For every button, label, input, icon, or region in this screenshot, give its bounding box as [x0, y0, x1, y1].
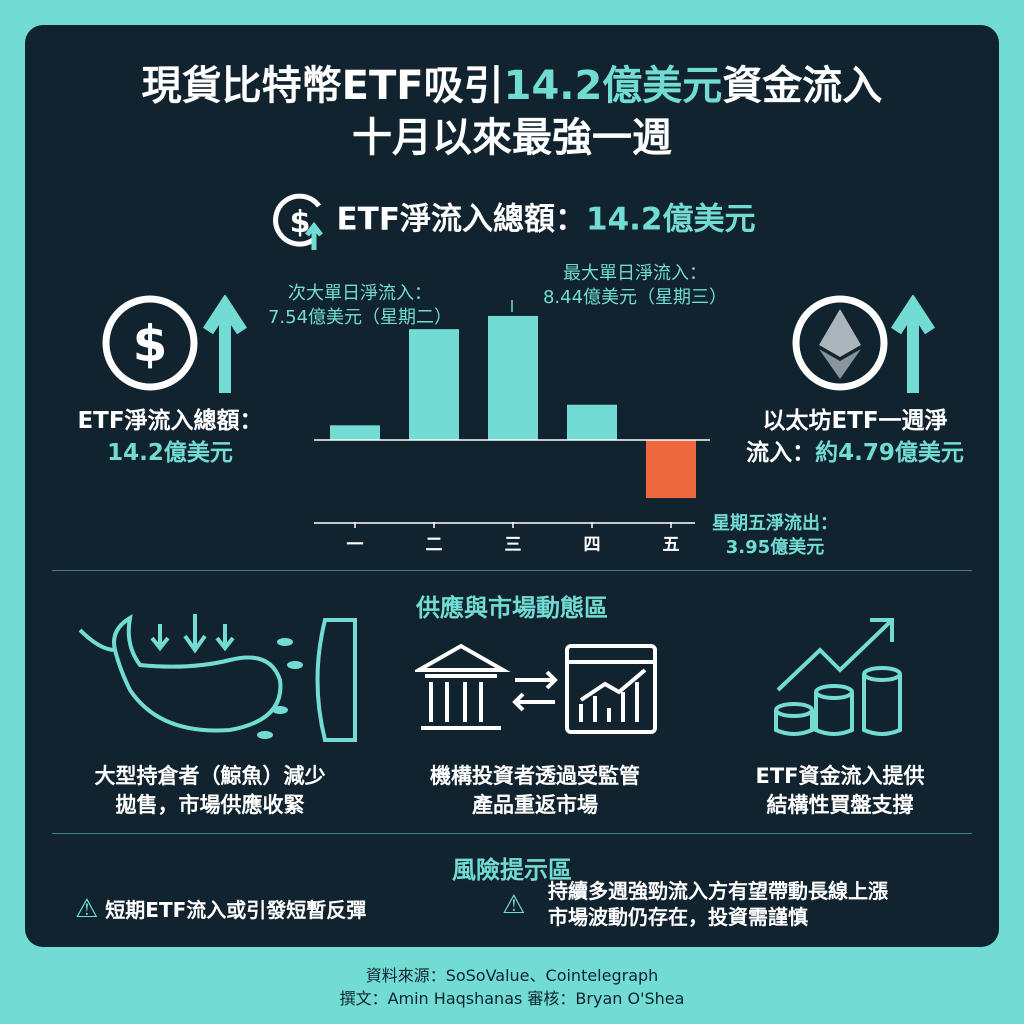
ethereum-up-icon	[792, 295, 935, 393]
bar-一	[330, 425, 380, 440]
annotation-leader	[511, 300, 513, 312]
right-stat-label: 流入：	[746, 440, 816, 466]
x-tick-label: 一	[347, 535, 364, 555]
x-tick-label: 三	[505, 535, 522, 555]
summary-value: 14.2億美元	[586, 201, 756, 238]
annotation-wednesday-label: 最大單日淨流入：	[563, 263, 707, 284]
risk-item-text: 市場波動仍存在，投資需謹慎	[548, 905, 808, 929]
left-stat-value: 14.2億美元	[107, 440, 233, 466]
annotation-tuesday-label: 次大單日淨流入：	[288, 283, 432, 304]
summary-label: ETF淨流入總額：	[336, 201, 587, 238]
supply-item-line1: 大型持倉者（鯨魚）減少	[94, 764, 326, 788]
risk-item-text: 短期ETF流入或引發短暫反彈	[105, 898, 367, 922]
bar-五	[646, 440, 696, 499]
annotation-tuesday: 次大單日淨流入： 7.54億美元（星期二）	[250, 282, 470, 330]
risk-heading: 風險提示區	[452, 856, 572, 884]
risk-item-2: 持續多週強勁流入方有望帶動長線上漲 市場波動仍存在，投資需謹慎	[548, 878, 888, 930]
supply-item-line1: 機構投資者透過受監管	[430, 764, 640, 788]
whale-icon	[78, 614, 357, 742]
title-highlight: 14.2億美元	[503, 63, 723, 109]
right-stat: 以太坊ETF一週淨 流入：約4.79億美元	[710, 405, 1000, 469]
svg-text:$: $	[289, 205, 310, 240]
title-line2: 十月以來最強一週	[352, 115, 672, 161]
supply-item-line2: 結構性買盤支撐	[766, 793, 914, 817]
right-stat-value: 約4.79億美元	[815, 440, 964, 466]
annotation-wednesday-value: 8.44億美元（星期三）	[542, 287, 728, 308]
bar-二	[409, 329, 459, 440]
annotation-friday-value: 3.95億美元	[725, 537, 825, 558]
supply-item-line2: 拋售，市場供應收緊	[115, 793, 305, 817]
left-stat-label: ETF淨流入總額：	[77, 408, 263, 434]
annotation-tuesday-value: 7.54億美元（星期二）	[267, 307, 453, 328]
title-line1: 現貨比特幣ETF吸引14.2億美元資金流入	[0, 60, 1024, 112]
dollar-inflow-icon: $	[272, 193, 323, 250]
supply-item-line1: ETF資金流入提供	[755, 764, 925, 788]
growth-coins-icon	[774, 618, 902, 736]
x-tick-label: 五	[663, 535, 680, 555]
bar-三	[488, 315, 538, 440]
supply-item-etf-support: ETF資金流入提供 結構性買盤支撐	[675, 762, 1005, 820]
annotation-friday: 星期五淨流出： 3.95億美元	[695, 512, 855, 560]
annotation-wednesday: 最大單日淨流入： 8.44億美元（星期三）	[520, 262, 750, 310]
divider	[52, 570, 972, 571]
annotation-friday-label: 星期五淨流出：	[712, 513, 838, 534]
bank-exchange-chart-icon	[415, 643, 657, 734]
divider	[52, 833, 972, 834]
x-tick-label: 二	[426, 535, 443, 555]
warning-icon: ⚠	[502, 890, 526, 920]
summary-line: $ ETF淨流入總額：14.2億美元	[0, 190, 1024, 252]
bar-四	[567, 404, 617, 440]
supply-heading: 供應與市場動態區	[416, 594, 608, 622]
risk-item-text: 持續多週強勁流入方有望帶動長線上漲	[548, 879, 888, 903]
warning-icon: ⚠	[75, 894, 99, 924]
infographic-panel	[25, 25, 999, 947]
risk-item-1: ⚠ 短期ETF流入或引發短暫反彈	[75, 896, 366, 923]
right-stat-line1: 以太坊ETF一週淨	[762, 408, 948, 434]
svg-text:$: $	[133, 315, 168, 373]
left-stat: ETF淨流入總額： 14.2億美元	[50, 405, 290, 469]
supply-item-line2: 產品重返市場	[472, 793, 598, 817]
x-tick-label: 四	[584, 535, 601, 555]
dollar-up-icon: $	[102, 295, 248, 393]
title-text-end: 資金流入	[722, 63, 883, 109]
footer-source: 資料來源：SoSoValue、Cointelegraph	[365, 966, 659, 985]
footer: 資料來源：SoSoValue、Cointelegraph 撰文：Amin Haq…	[0, 964, 1024, 1010]
supply-item-whales: 大型持倉者（鯨魚）減少 拋售，市場供應收緊	[45, 762, 375, 820]
supply-item-institutions: 機構投資者透過受監管 產品重返市場	[370, 762, 700, 820]
daily-flow-bar-chart: 一二三四五	[314, 300, 710, 555]
footer-credits: 撰文：Amin Haqshanas 審核：Bryan O'Shea	[339, 989, 685, 1008]
title-text: 現貨比特幣ETF吸引	[141, 63, 504, 109]
